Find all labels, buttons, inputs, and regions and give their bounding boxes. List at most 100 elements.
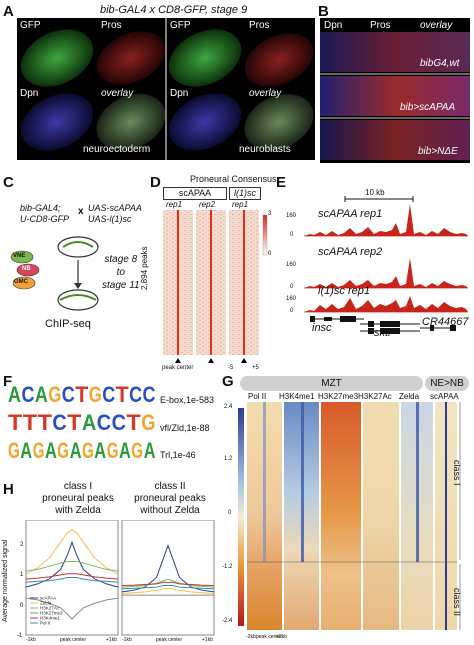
panel-a-embryos — [20, 18, 314, 160]
c-cross-left: bib-GAL4; U-CD8-GFP — [20, 203, 69, 225]
g-col-scapaa: scAPAA — [430, 392, 459, 401]
g-xlabel-3: +2kb — [276, 634, 287, 640]
profile-line-zelda — [121, 588, 215, 594]
h-ytick-2: 1 — [20, 572, 24, 578]
legend-label: Zelda — [40, 601, 52, 606]
d-rep-3: rep1 — [232, 200, 249, 209]
c-stage-1: stage 8 — [104, 254, 138, 265]
g-cbar-5: -2.4 — [222, 618, 233, 624]
motif-letter: A — [82, 410, 96, 435]
g-xlabel-2: peak center — [256, 634, 283, 640]
motif-letter: G — [33, 438, 45, 463]
e-track-3-ymax: 160 — [286, 296, 297, 302]
motif-letter: G — [82, 438, 94, 463]
c-cell-nb: NB — [22, 266, 31, 272]
g-group-nenb: NE>NB — [425, 376, 469, 391]
d-scale-max: 3 — [268, 211, 272, 217]
g-col-h3k4me1: H3K4me1 — [279, 392, 315, 401]
motif-letter: C — [22, 382, 35, 407]
motif-letter: G — [141, 410, 155, 435]
motif-letter: T — [23, 410, 38, 435]
panel-b-micrograph: Dpn Pros overlay bibG4,wt bib>scAPAA bib… — [320, 18, 470, 163]
d-scale-min: 0 — [268, 251, 272, 257]
h-left-title: class I proneural peaks with Zelda — [30, 481, 126, 517]
e-track-1-ymin: 0 — [290, 232, 294, 238]
h-xtick-l2: peak center — [60, 637, 87, 643]
h-right-title-1: class II — [154, 481, 186, 492]
legend-label: scAPAA — [40, 596, 56, 601]
e-track-2-ymax: 160 — [286, 262, 297, 268]
c-cell-gmc: GMC — [14, 279, 28, 285]
e-track-1-signal — [304, 204, 468, 236]
h-right-plot-frame — [121, 520, 215, 636]
e-track-1-ymax: 160 — [286, 213, 297, 219]
b-overlay-header: overlay — [420, 20, 453, 31]
g-cbar-3: 0 — [228, 510, 232, 516]
profile-line-h3k27ac — [25, 561, 119, 572]
d-title: Proneural Consensus — [190, 174, 277, 184]
h-xtick-r2: peak center — [156, 637, 183, 643]
legend-label: Pol II — [40, 621, 50, 626]
motif-letter: C — [102, 382, 115, 407]
legend-label: H3K27Ac — [40, 606, 60, 611]
h-left-title-2: proneural peaks — [42, 493, 114, 504]
profile-line-h3k27me3 — [25, 597, 119, 620]
motif-letter: C — [112, 410, 126, 435]
c-cross-right: UAS-scAPAA UAS-l(1)sc — [88, 203, 142, 225]
d-tick-minus: -5 — [228, 365, 234, 371]
a-right-dpn-label: Dpn — [170, 88, 189, 99]
c-method: ChIP-seq — [45, 318, 91, 330]
e-track-1-label: scAPAA rep1 — [318, 208, 383, 220]
b-row-label-3: bib>NΔE — [418, 146, 458, 157]
e-track-3-ymin: 0 — [290, 308, 294, 314]
g-col-h3k27ac: H3K27Ac — [358, 392, 392, 401]
e-gene-cr44667: CR44667 — [422, 316, 469, 328]
a-left-gfp-label: GFP — [20, 20, 41, 31]
a-left-overlay-label: overlay — [101, 88, 134, 99]
c-schematic — [10, 236, 99, 311]
motif-letter: G — [131, 438, 143, 463]
d-tick-plus: +5 — [252, 365, 259, 371]
panel-a-title-text: bib-GAL4 x CD8-GFP, stage 9 — [100, 4, 248, 16]
motif-letter: G — [48, 382, 61, 407]
profile-line-h3k27ac — [121, 578, 215, 588]
e-gene-insc: insc — [312, 322, 332, 334]
profile-line-pol-ii — [121, 585, 215, 590]
motif-letter: T — [75, 382, 89, 407]
h-xtick-r1: -1kb — [122, 637, 132, 643]
a-right-caption: neuroblasts — [239, 144, 291, 155]
h-ytick-3: 0 — [20, 603, 24, 609]
panel-label-h: H — [3, 481, 14, 498]
panel-label-e: E — [276, 174, 287, 191]
a-right-gfp-label: GFP — [170, 20, 191, 31]
a-right-overlay-label: overlay — [249, 88, 282, 99]
motif-letter: T — [8, 410, 23, 435]
profile-line-pol-ii — [25, 577, 119, 583]
legend-label: H3K27me3 — [40, 611, 63, 616]
legend-label: H3K4me1 — [40, 616, 61, 621]
a-left-caption: neuroectoderm — [83, 144, 151, 155]
panel-a-micrograph: GFP Pros Dpn overlay neuroectoderm GFP P… — [17, 18, 315, 160]
motif-letter: C — [62, 382, 75, 407]
c-stage-text: stage 8 to stage 11 — [102, 253, 140, 292]
g-col-polii: Pol II — [248, 392, 267, 401]
h-xtick-r3: +1kb — [202, 637, 213, 643]
d-group-l1sc: l(1)sc — [229, 187, 261, 200]
motif-letter: A — [8, 382, 21, 407]
d-xlabel: peak center — [162, 365, 194, 371]
b-row-label-1: bibG4,wt — [420, 58, 460, 69]
panel-b-embryos — [320, 32, 470, 160]
motif-letter: G — [107, 438, 119, 463]
motif-letter: G — [89, 382, 102, 407]
panel-a-title: bib-GAL4 x CD8-GFP, stage 9 — [100, 4, 247, 16]
motif-letter: A — [144, 438, 156, 463]
d-rep-1: rep1 — [166, 200, 183, 209]
f-motif-1-name: E-box,1e-583 — [160, 395, 215, 405]
motif-letter: T — [116, 382, 130, 407]
motif-letter: A — [45, 438, 57, 463]
c-stage-3: stage 11 — [102, 280, 140, 291]
h-left-plot-frame — [25, 520, 119, 636]
